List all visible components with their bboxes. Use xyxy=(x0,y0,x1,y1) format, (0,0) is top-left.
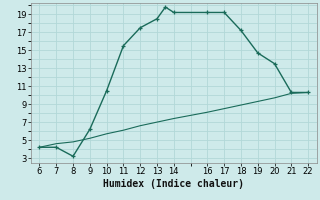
X-axis label: Humidex (Indice chaleur): Humidex (Indice chaleur) xyxy=(103,178,244,189)
